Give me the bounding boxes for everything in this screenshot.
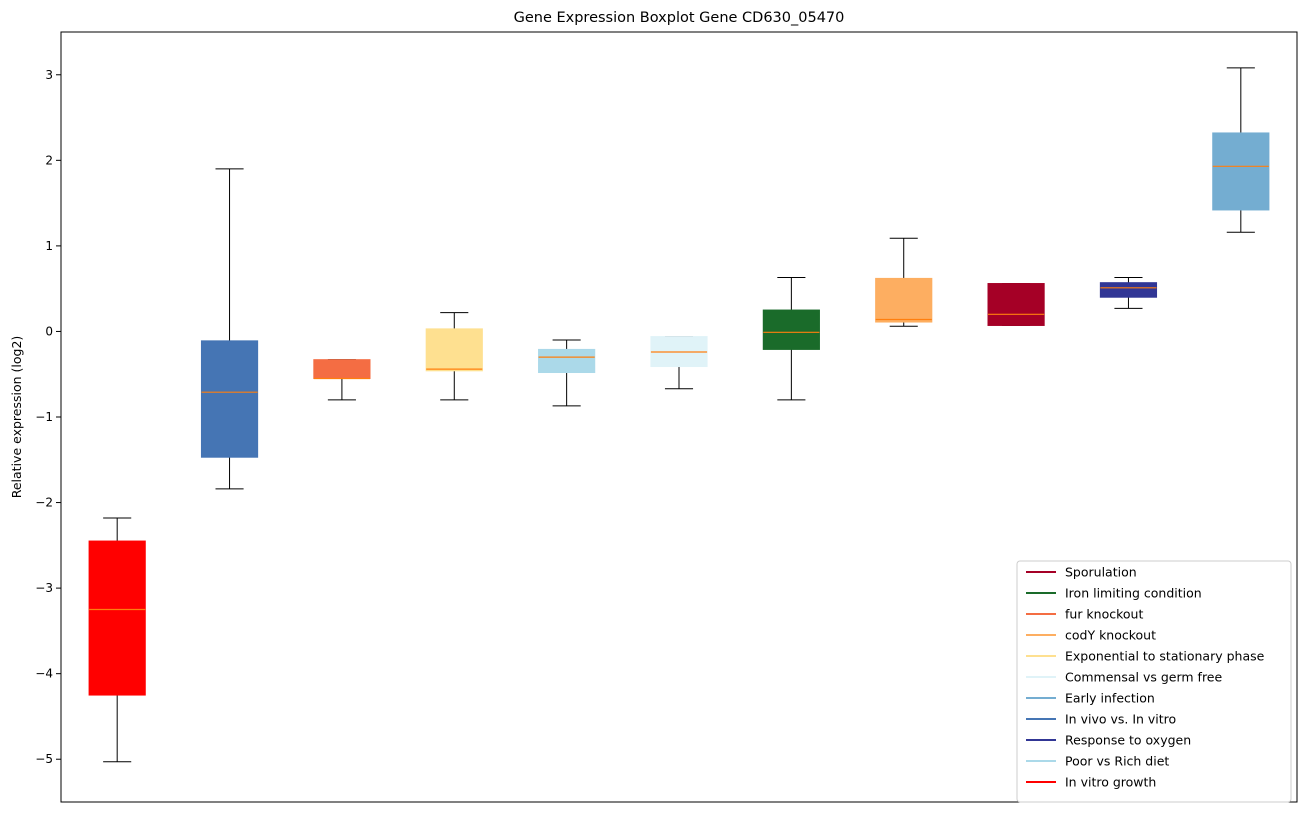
- y-tick-label: 1: [45, 239, 53, 253]
- iqr-box: [88, 540, 146, 696]
- iqr-box: [425, 328, 483, 372]
- legend: Sporulation Iron limiting condition fur kn…: [1016, 560, 1292, 803]
- iqr-box: [762, 309, 820, 350]
- box-poor-vs-rich-diet: [538, 339, 596, 407]
- legend-item: In vitro growth: [1026, 775, 1156, 790]
- legend-item: Sporulation: [1026, 565, 1137, 580]
- iqr-box: [875, 277, 933, 323]
- legend-label: fur knockout: [1065, 607, 1143, 622]
- y-tick-label: 0: [45, 324, 53, 338]
- box-early-infection: [1212, 67, 1270, 233]
- y-tick-label: −4: [35, 667, 53, 681]
- legend-label: Commensal vs germ free: [1065, 670, 1222, 685]
- legend-label: Sporulation: [1065, 565, 1137, 580]
- legend-label: codY knockout: [1065, 628, 1156, 643]
- legend-item: codY knockout: [1026, 628, 1156, 643]
- legend-item: fur knockout: [1026, 607, 1143, 622]
- y-axis-label: Relative expression (log2): [9, 336, 24, 499]
- iqr-box: [538, 348, 596, 374]
- legend-label: In vitro growth: [1065, 775, 1156, 790]
- legend-frame: [1016, 560, 1292, 803]
- legend-label: Iron limiting condition: [1065, 586, 1202, 601]
- y-tick-label: −1: [35, 410, 53, 424]
- y-tick-label: 3: [45, 68, 53, 82]
- boxes-layer: [88, 67, 1270, 763]
- box-in-vitro-growth: [88, 517, 146, 763]
- legend-item: Poor vs Rich diet: [1026, 754, 1169, 769]
- chart-title: Gene Expression Boxplot Gene CD630_05470: [514, 10, 845, 26]
- box-sporulation: [987, 283, 1045, 326]
- legend-label: Response to oxygen: [1065, 733, 1191, 748]
- box-commensal-vs-germ-free: [650, 336, 708, 390]
- box-in-vivo-vs-in-vitro: [200, 168, 259, 490]
- legend-item: Commensal vs germ free: [1026, 670, 1222, 685]
- legend-label: Exponential to stationary phase: [1065, 649, 1265, 664]
- legend-item: Early infection: [1026, 691, 1155, 706]
- legend-item: Exponential to stationary phase: [1026, 649, 1265, 664]
- iqr-box: [313, 359, 371, 379]
- legend-item: Response to oxygen: [1026, 733, 1191, 748]
- box-fur-knockout: [313, 359, 371, 401]
- box-iron-limiting-condition: [762, 277, 820, 401]
- box-cody-knockout: [875, 237, 933, 327]
- iqr-box: [987, 283, 1045, 326]
- legend-item: Iron limiting condition: [1026, 586, 1202, 601]
- y-axis: 3 2 1 0 −1 −2 −3 −4 −5: [35, 68, 61, 766]
- y-tick-label: −3: [35, 581, 53, 595]
- y-tick-label: 2: [45, 153, 53, 167]
- iqr-box: [1099, 282, 1158, 298]
- legend-label: Early infection: [1065, 691, 1155, 706]
- y-tick-label: −2: [35, 496, 53, 510]
- iqr-box: [200, 340, 259, 458]
- legend-label: In vivo vs. In vitro: [1065, 712, 1176, 727]
- legend-item: In vivo vs. In vitro: [1026, 712, 1176, 727]
- box-response-to-oxygen: [1099, 277, 1158, 309]
- iqr-box: [1212, 132, 1270, 211]
- y-tick-label: −5: [35, 752, 53, 766]
- box-exponential-to-stationary-phase: [425, 312, 483, 401]
- legend-label: Poor vs Rich diet: [1065, 754, 1169, 769]
